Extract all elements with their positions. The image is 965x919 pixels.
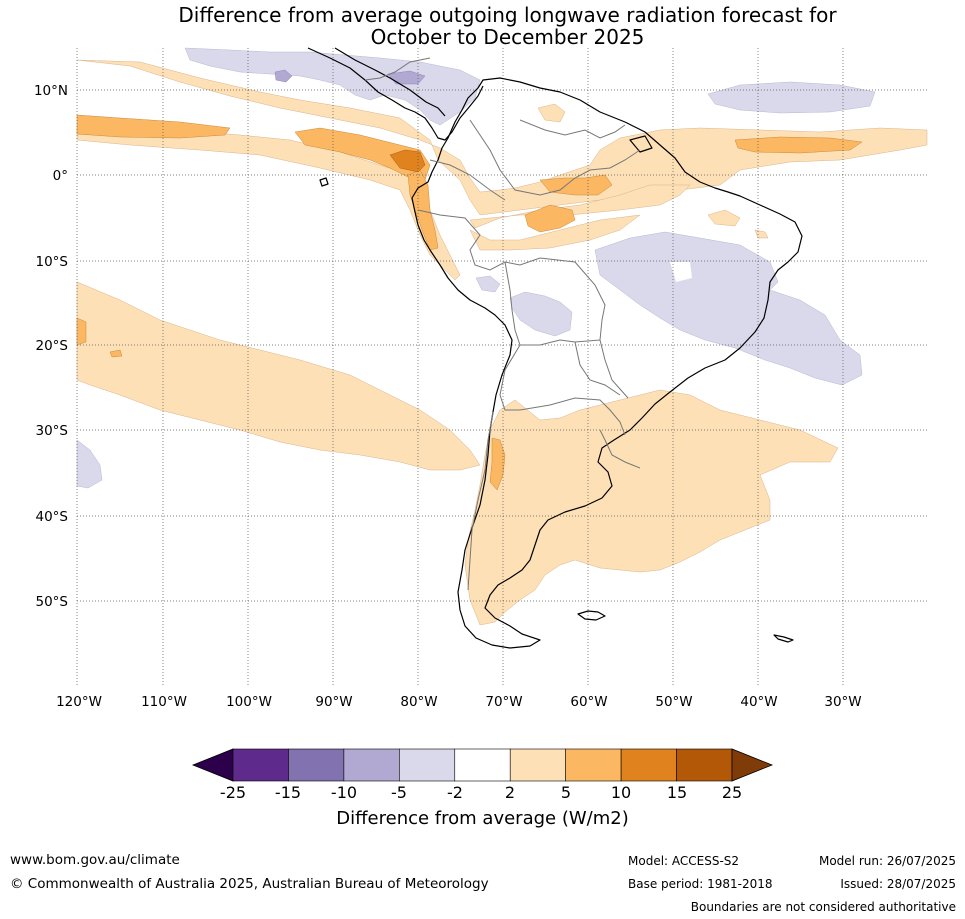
colorbar-tick-label: -5 bbox=[391, 783, 407, 802]
lon-label-40w: 40°W bbox=[740, 694, 777, 710]
anomaly-gap bbox=[425, 490, 432, 496]
colorbar-tick-label: -10 bbox=[330, 783, 358, 802]
central-america-coastline bbox=[307, 47, 484, 141]
border bbox=[364, 57, 431, 81]
issued-text: Issued: 28/07/2025 bbox=[840, 877, 956, 891]
lon-label-60w: 60°W bbox=[570, 694, 607, 710]
marajo-island bbox=[629, 135, 653, 153]
colorbar-segment bbox=[676, 748, 733, 782]
colorbar bbox=[191, 748, 774, 782]
model-run-text: Model run: 26/07/2025 bbox=[818, 854, 956, 868]
colorbar-tick-label: -25 bbox=[219, 783, 247, 802]
colorbar-segment bbox=[509, 748, 566, 782]
lon-label-50w: 50°W bbox=[655, 694, 692, 710]
base-period-text: Base period: 1981-2018 bbox=[628, 877, 773, 891]
lat-label-30s: 30°S bbox=[36, 423, 69, 439]
title-line-2: October to December 2025 bbox=[370, 25, 645, 49]
falkland-islands bbox=[577, 610, 606, 621]
colorbar-title: Difference from average (W/m2) bbox=[336, 808, 629, 829]
lon-label-30w: 30°W bbox=[824, 694, 861, 710]
border bbox=[469, 119, 641, 196]
anomaly-gap bbox=[670, 262, 692, 282]
anomaly-layer bbox=[76, 47, 928, 626]
lat-label-10s: 10°S bbox=[36, 254, 69, 270]
colorbar-tick-label: 25 bbox=[721, 783, 743, 802]
colorbar-segment bbox=[454, 748, 511, 782]
map-title: Difference from average outgoing longwav… bbox=[0, 4, 965, 48]
lon-label-100w: 100°W bbox=[226, 694, 272, 710]
colorbar-segment bbox=[343, 748, 400, 782]
colorbar-segment bbox=[232, 748, 289, 782]
lat-label-20s: 20°S bbox=[36, 338, 69, 354]
border bbox=[504, 261, 629, 399]
border bbox=[417, 209, 541, 271]
disclaimer-text: Boundaries are not considered authoritat… bbox=[690, 900, 956, 914]
south-america-coastline bbox=[411, 77, 803, 649]
border bbox=[499, 344, 626, 436]
anomaly-10-to-15-regions bbox=[389, 149, 426, 173]
lon-label-110w: 110°W bbox=[141, 694, 187, 710]
colorbar-segment bbox=[620, 748, 677, 782]
title-line-1: Difference from average outgoing longwav… bbox=[178, 3, 837, 27]
national-borders bbox=[364, 57, 641, 591]
galapagos bbox=[319, 177, 329, 187]
lon-label-90w: 90°W bbox=[315, 694, 352, 710]
anomaly-2-to-5-regions bbox=[76, 59, 928, 626]
border bbox=[467, 411, 494, 591]
colorbar-segment bbox=[288, 748, 345, 782]
anomaly-5-to-10-regions bbox=[76, 114, 863, 491]
copyright-text: © Commonwealth of Australia 2025, Austra… bbox=[10, 876, 489, 892]
colorbar-tick-label: 5 bbox=[560, 783, 572, 802]
longitude-labels: 120°W 110°W 100°W 90°W 80°W 70°W 60°W 50… bbox=[56, 694, 862, 710]
lon-label-70w: 70°W bbox=[485, 694, 522, 710]
lon-label-120w: 120°W bbox=[56, 694, 102, 710]
model-text: Model: ACCESS-S2 bbox=[628, 854, 740, 868]
colorbar-tick-label: -15 bbox=[274, 783, 302, 802]
border bbox=[519, 119, 626, 139]
graticule bbox=[76, 48, 927, 686]
colorbar-segment bbox=[399, 748, 456, 782]
latitude-labels: 10°N 0° 10°S 20°S 30°S 40°S 50°S bbox=[34, 83, 68, 610]
colorbar-tick-label: -2 bbox=[447, 783, 463, 802]
south-georgia bbox=[773, 634, 794, 643]
border bbox=[574, 341, 621, 396]
colorbar-tick-label: 10 bbox=[610, 783, 632, 802]
colorbar-tick-label: 15 bbox=[666, 783, 688, 802]
lat-label-40s: 40°S bbox=[36, 509, 69, 525]
lat-label-50s: 50°S bbox=[36, 594, 69, 610]
website-link[interactable]: www.bom.gov.au/climate bbox=[10, 852, 180, 868]
colorbar-extend-high bbox=[731, 748, 774, 782]
border bbox=[539, 257, 606, 341]
anomaly-minus5-to-minus10-regions bbox=[274, 69, 426, 85]
border bbox=[599, 429, 641, 469]
border bbox=[429, 159, 506, 201]
lat-label-0: 0° bbox=[53, 168, 68, 184]
coastlines bbox=[307, 47, 803, 649]
colorbar-segment bbox=[565, 748, 622, 782]
lon-label-80w: 80°W bbox=[400, 694, 437, 710]
colorbar-tick-label: 2 bbox=[504, 783, 516, 802]
lat-label-10n: 10°N bbox=[34, 83, 68, 99]
colorbar-extend-low bbox=[191, 748, 234, 782]
